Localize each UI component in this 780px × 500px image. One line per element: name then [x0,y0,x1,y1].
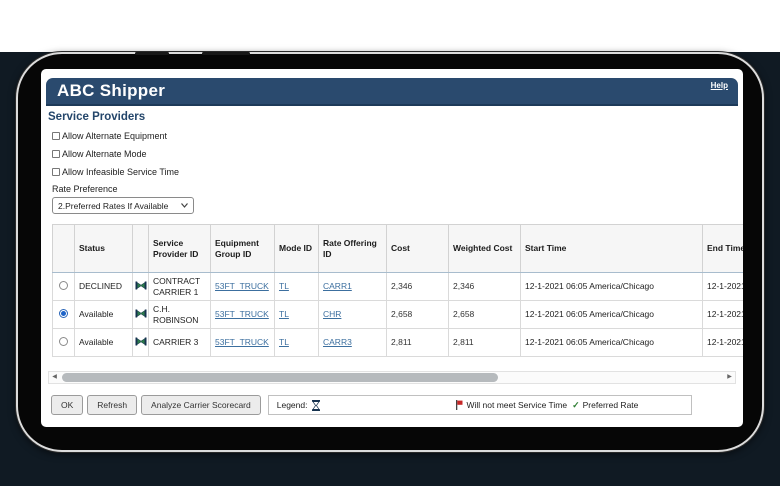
legend-service-time-label: Will not meet Service Time [466,400,568,410]
status-cell: DECLINED [74,272,133,301]
col-service-provider-id: Service Provider ID [148,224,211,273]
col-weighted-cost: Weighted Cost [448,224,521,273]
table-row: Available CARRIER 3 53FT_TRUCK TL CARR3 … [52,328,743,357]
mode-link[interactable]: TL [279,281,289,292]
cost-cell: 2,346 [386,272,449,301]
horizontal-scrollbar[interactable]: ◀ ▶ [48,371,736,384]
help-link[interactable]: Help [710,81,728,90]
table-row: Available C.H. ROBINSON 53FT_TRUCK TL CH… [52,300,743,329]
col-cost: Cost [386,224,449,273]
app-header-bar: ABC Shipper Help [46,78,738,106]
checkbox-icon[interactable] [52,168,60,176]
check-icon: ✓ [572,399,580,410]
col-flag [132,224,149,273]
checkbox-label: Allow Infeasible Service Time [62,167,180,177]
rate-offering-link[interactable]: CARR3 [323,337,352,348]
app-title: ABC Shipper [57,81,166,100]
tablet-button-notch [202,52,250,55]
col-rate-offering-id: Rate Offering ID [318,224,387,273]
table-header-row: Status Service Provider ID Equipment Gro… [52,224,743,273]
hourglass-icon [135,309,147,318]
refresh-button[interactable]: Refresh [87,395,138,415]
end-time-cell: 12-1-2021 06:05 America/Chicago [702,300,743,329]
cost-cell: 2,811 [386,328,449,357]
legend-label: Legend: [276,400,308,410]
status-cell: Available [74,300,133,329]
scroll-right-arrow[interactable]: ▶ [727,374,732,380]
col-start-time: Start Time [520,224,703,273]
end-time-cell: 12-1-2021 06:05 America/Chicago [702,272,743,301]
analyze-carrier-scorecard-button[interactable]: Analyze Carrier Scorecard [141,395,261,415]
scrollbar-thumb[interactable] [62,373,498,382]
footer-actions: OK Refresh Analyze Carrier Scorecard Leg… [51,395,743,415]
start-time-cell: 12-1-2021 06:05 America/Chicago [520,328,703,357]
rate-preference-select[interactable]: 2.Preferred Rates If Available [52,197,194,214]
weighted-cost-cell: 2,346 [448,272,521,301]
checkbox-allow-infeasible-service-time[interactable]: Allow Infeasible Service Time [52,163,743,181]
checkbox-icon[interactable] [52,150,60,158]
page-title: Service Providers [48,111,146,123]
rate-preference-value: 2.Preferred Rates If Available [58,200,169,211]
tablet-screen: ABC Shipper Help Service Providers Allow… [41,69,743,427]
row-select-radio[interactable] [59,336,68,346]
weighted-cost-cell: 2,811 [448,328,521,357]
row-select-radio[interactable] [59,308,68,318]
end-time-cell: 12-1-2021 06:05 America/Chicago [702,328,743,357]
start-time-cell: 12-1-2021 06:05 America/Chicago [520,272,703,301]
col-mode-id: Mode ID [274,224,319,273]
rate-offering-link[interactable]: CARR1 [323,281,352,292]
row-select-radio[interactable] [59,280,68,290]
col-select [52,224,75,273]
tablet-frame: ABC Shipper Help Service Providers Allow… [16,52,764,452]
service-provider-cell: CONTRACT CARRIER 1 [148,272,211,301]
options-group: Allow Alternate Equipment Allow Alternat… [52,127,743,181]
rate-offering-link[interactable]: CHR [323,309,342,320]
checkbox-label: Allow Alternate Mode [62,149,147,159]
red-flag-icon [456,400,463,410]
status-cell: Available [74,328,133,357]
ok-button[interactable]: OK [51,395,84,415]
equipment-group-link[interactable]: 53FT_TRUCK [215,309,269,320]
equipment-group-link[interactable]: 53FT_TRUCK [215,281,269,292]
cost-cell: 2,658 [386,300,449,329]
rate-preference-label: Rate Preference [52,184,118,194]
service-providers-table: Status Service Provider ID Equipment Gro… [52,224,743,357]
hourglass-icon [135,281,147,290]
legend-preferred-rate-label: Preferred Rate [582,400,639,410]
weighted-cost-cell: 2,658 [448,300,521,329]
checkbox-allow-alternate-equipment[interactable]: Allow Alternate Equipment [52,127,743,145]
service-provider-cell: C.H. ROBINSON [148,300,211,329]
checkbox-allow-alternate-mode[interactable]: Allow Alternate Mode [52,145,743,163]
col-end-time: End Time [702,224,743,273]
table-row: DECLINED CONTRACT CARRIER 1 53FT_TRUCK T… [52,272,743,301]
hourglass-icon [312,399,321,411]
service-provider-cell: CARRIER 3 [148,328,211,357]
mode-link[interactable]: TL [279,337,289,348]
checkbox-label: Allow Alternate Equipment [62,131,168,141]
tablet-button-notch [135,52,169,55]
legend: Legend: Will not meet Service Time ✓ Pre… [267,395,692,415]
col-equipment-group-id: Equipment Group ID [210,224,275,273]
mode-link[interactable]: TL [279,309,289,320]
hourglass-icon [135,337,147,346]
scroll-left-arrow[interactable]: ◀ [52,374,57,380]
checkbox-icon[interactable] [52,132,60,140]
chevron-down-icon [181,203,188,208]
start-time-cell: 12-1-2021 06:05 America/Chicago [520,300,703,329]
col-status: Status [74,224,133,273]
equipment-group-link[interactable]: 53FT_TRUCK [215,337,269,348]
